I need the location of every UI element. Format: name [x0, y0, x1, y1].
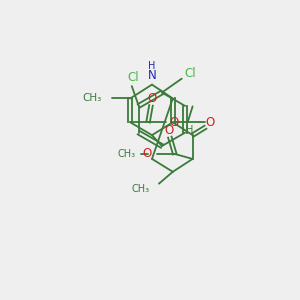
Text: O: O — [206, 116, 215, 129]
Text: H: H — [148, 61, 156, 71]
Text: CH₃: CH₃ — [117, 149, 135, 159]
Text: O: O — [147, 92, 157, 105]
Text: O: O — [170, 116, 179, 129]
Text: CH₃: CH₃ — [132, 184, 150, 194]
Text: Cl: Cl — [127, 71, 139, 84]
Text: CH₃: CH₃ — [82, 94, 101, 103]
Text: O: O — [164, 124, 173, 137]
Text: O: O — [143, 148, 152, 160]
Text: H: H — [186, 125, 193, 135]
Text: N: N — [148, 69, 156, 82]
Text: Cl: Cl — [185, 67, 197, 80]
